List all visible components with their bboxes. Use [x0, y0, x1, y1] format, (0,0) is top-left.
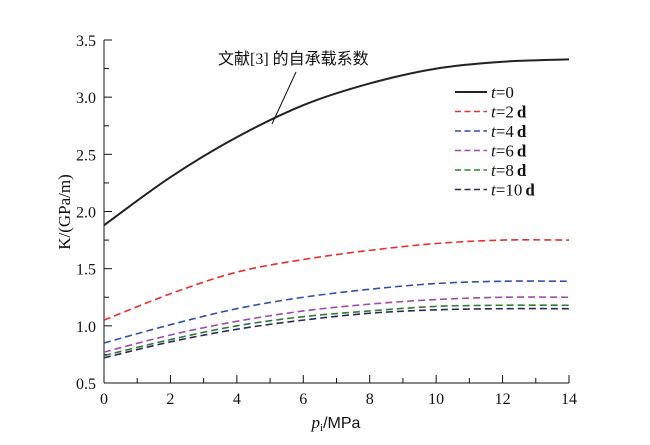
x-axis-label: pi/MPa — [311, 413, 361, 434]
y-tick-label: 2.0 — [76, 205, 96, 222]
y-tick-label: 1.0 — [76, 319, 96, 336]
series-line-0 — [103, 58, 570, 227]
series-line-1 — [103, 239, 570, 321]
x-tick-label: 4 — [233, 391, 241, 408]
series-line-4 — [103, 304, 570, 357]
legend-label-1: t=2 d — [491, 103, 527, 122]
series-line-2 — [103, 280, 570, 344]
y-tick-label: 1.5 — [76, 262, 96, 279]
x-tick-label: 0 — [100, 391, 108, 408]
legend-label-0: t=0 — [491, 83, 514, 102]
axes: 0 2 4 6 8 10 12 14 0.5 1.0 1.5 2.0 2.5 3.0 3.5 — [76, 33, 577, 408]
y-tick-label: 0.5 — [76, 376, 96, 393]
y-tick-label: 3.0 — [76, 90, 96, 107]
series-line-5 — [103, 307, 570, 359]
series-line-3 — [103, 296, 570, 353]
y-tick-label: 3.5 — [76, 33, 96, 50]
legend-label-3: t=6 d — [491, 142, 527, 161]
legend-label-5: t=10 d — [491, 181, 535, 200]
legend-label-2: t=4 d — [491, 122, 527, 141]
x-tick-label: 2 — [166, 391, 174, 408]
annotation: 文献[3] 的自承载系数 — [218, 50, 369, 125]
x-tick-label: 6 — [299, 391, 307, 408]
x-tick-label: 12 — [495, 391, 511, 408]
annotation-text: 文献[3] 的自承载系数 — [218, 50, 369, 68]
x-tick-label: 10 — [428, 391, 444, 408]
legend-label-4: t=8 d — [491, 161, 527, 180]
series-lines — [103, 58, 570, 359]
x-tick-label: 8 — [366, 391, 374, 408]
x-tick-label: 14 — [561, 391, 577, 408]
y-tick-label: 2.5 — [76, 147, 96, 164]
legend: t=0t=2 dt=4 dt=6 dt=8 dt=10 d — [455, 83, 535, 200]
y-axis-label: K/(GPa/m) — [55, 174, 74, 250]
annotation-pointer — [271, 71, 297, 125]
